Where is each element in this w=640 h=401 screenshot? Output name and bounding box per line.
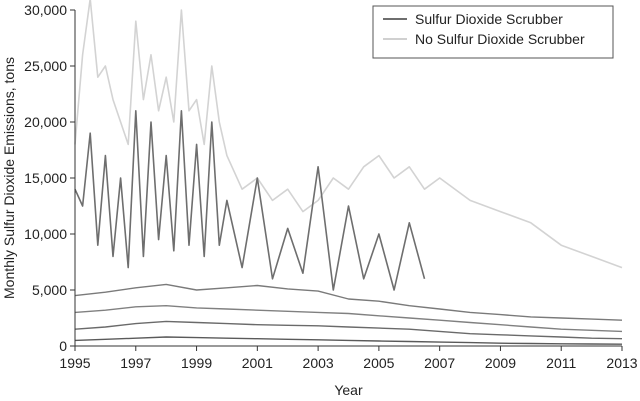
x-tick-label: 2007 bbox=[424, 355, 455, 371]
series-line-3 bbox=[74, 305, 623, 333]
series-line-5 bbox=[74, 336, 623, 345]
series-line-2 bbox=[74, 283, 623, 321]
y-axis-title: Monthly Sulfur Dioxide Emissions, tons bbox=[1, 57, 17, 299]
x-tick-label: 2005 bbox=[363, 355, 394, 371]
legend-label: Sulfur Dioxide Scrubber bbox=[415, 11, 563, 27]
x-tick-label: 2011 bbox=[546, 355, 576, 371]
x-tick-label: 1995 bbox=[59, 355, 90, 371]
legend-label: No Sulfur Dioxide Scrubber bbox=[415, 31, 585, 47]
x-tick-label: 2003 bbox=[303, 355, 334, 371]
y-tick-label: 25,000 bbox=[24, 58, 67, 74]
legend: Sulfur Dioxide Scrubber No Sulfur Dioxide… bbox=[372, 5, 614, 59]
series-line-4 bbox=[74, 320, 623, 340]
x-tick-label: 1999 bbox=[181, 355, 212, 371]
x-tick-label: 2013 bbox=[606, 355, 637, 371]
x-tick-label: 2001 bbox=[242, 355, 273, 371]
plot-area bbox=[74, 0, 623, 345]
x-tick-label: 2009 bbox=[485, 355, 516, 371]
y-tick-label: 10,000 bbox=[24, 226, 67, 242]
series-line-1 bbox=[74, 110, 426, 291]
y-tick-label: 30,000 bbox=[24, 2, 67, 18]
x-tick-label: 1997 bbox=[120, 355, 151, 371]
y-tick-label: 20,000 bbox=[24, 114, 67, 130]
series-line-0 bbox=[74, 0, 623, 269]
y-tick-label: 15,000 bbox=[24, 170, 67, 186]
y-tick-label: 0 bbox=[59, 338, 67, 354]
y-tick-label: 5,000 bbox=[32, 282, 67, 298]
x-axis-title: Year bbox=[334, 382, 363, 398]
legend-box bbox=[372, 5, 614, 59]
